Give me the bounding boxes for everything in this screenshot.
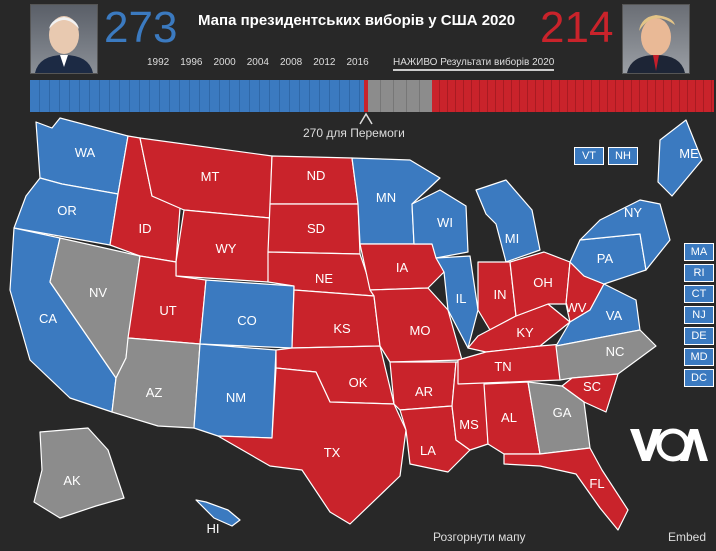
year-2000[interactable]: 2000 <box>213 57 236 68</box>
state-hi[interactable] <box>195 499 241 527</box>
state-ny[interactable] <box>579 199 671 271</box>
state-ar[interactable] <box>389 361 457 411</box>
bar-rep <box>432 80 714 112</box>
state-box-dc[interactable]: DC <box>684 369 714 387</box>
year-2012[interactable]: 2012 <box>313 57 336 68</box>
trump-photo <box>622 4 690 74</box>
threshold-marker-icon <box>359 112 373 125</box>
state-ga[interactable] <box>527 381 591 455</box>
state-label-hi: HI <box>207 521 220 536</box>
state-ks[interactable] <box>291 289 381 349</box>
state-box-vt[interactable]: VT <box>574 147 604 165</box>
year-2004[interactable]: 2004 <box>246 57 269 68</box>
state-box-de[interactable]: DE <box>684 327 714 345</box>
state-ia[interactable] <box>359 243 445 291</box>
state-box-md[interactable]: MD <box>684 348 714 366</box>
year-2016[interactable]: 2016 <box>346 57 369 68</box>
bar-dem <box>30 80 364 112</box>
state-oh[interactable] <box>509 251 571 317</box>
state-tx[interactable] <box>217 367 407 525</box>
state-box-ri[interactable]: RI <box>684 264 714 282</box>
state-sd[interactable] <box>267 203 361 255</box>
state-mi[interactable] <box>475 179 541 263</box>
state-sc[interactable] <box>561 373 619 413</box>
state-me[interactable] <box>657 119 703 197</box>
state-fl[interactable] <box>503 447 629 531</box>
embed-button[interactable]: Embed <box>668 530 707 544</box>
expand-map-button[interactable]: Розгорнути мапу <box>433 530 526 544</box>
biden-photo <box>30 4 98 74</box>
state-box-nh[interactable]: NH <box>608 147 638 165</box>
year-2008[interactable]: 2008 <box>280 57 303 68</box>
year-selector: 1992 1996 2000 2004 2008 2012 2016 <box>147 57 369 68</box>
year-1996[interactable]: 1996 <box>180 57 203 68</box>
state-box-ct[interactable]: CT <box>684 285 714 303</box>
state-wi[interactable] <box>411 189 469 259</box>
year-1992[interactable]: 1992 <box>147 57 170 68</box>
live-results-tab[interactable]: НАЖИВО Результати виборів 2020 <box>393 57 555 71</box>
electoral-vote-bar <box>30 80 714 112</box>
state-wy[interactable] <box>175 209 271 283</box>
state-co[interactable] <box>199 279 295 349</box>
trump-electoral-votes: 214 <box>540 3 614 52</box>
bar-undecided <box>368 80 432 112</box>
state-ak[interactable] <box>33 427 125 519</box>
page-title: Мапа президентських виборів у США 2020 <box>198 12 516 29</box>
state-box-ma[interactable]: MA <box>684 243 714 261</box>
bar-dem-rep-split <box>364 80 368 112</box>
state-mo[interactable] <box>369 287 463 363</box>
biden-electoral-votes: 273 <box>104 3 178 52</box>
win-threshold-label: 270 для Перемоги <box>303 126 405 140</box>
state-nd[interactable] <box>269 155 359 205</box>
state-nm[interactable] <box>193 343 277 439</box>
voa-logo-icon <box>630 428 708 462</box>
state-box-nj[interactable]: NJ <box>684 306 714 324</box>
